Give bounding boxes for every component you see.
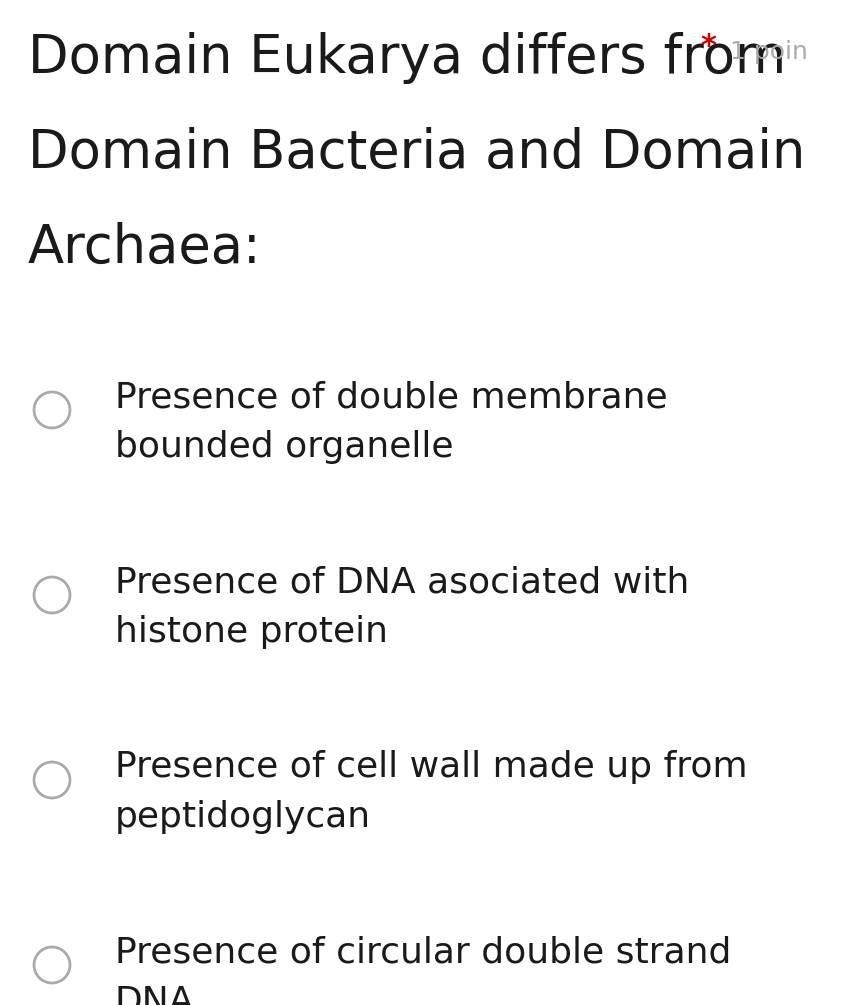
Text: Archaea:: Archaea: bbox=[28, 222, 261, 274]
Text: Presence of double membrane: Presence of double membrane bbox=[115, 380, 667, 414]
Text: histone protein: histone protein bbox=[115, 615, 388, 649]
Text: bounded organelle: bounded organelle bbox=[115, 430, 453, 464]
Text: Presence of cell wall made up from: Presence of cell wall made up from bbox=[115, 750, 748, 784]
Text: DNA: DNA bbox=[115, 985, 195, 1005]
Text: *: * bbox=[700, 32, 716, 61]
Text: Presence of circular double strand: Presence of circular double strand bbox=[115, 935, 732, 969]
Text: peptidoglycan: peptidoglycan bbox=[115, 800, 371, 834]
Text: Presence of DNA asociated with: Presence of DNA asociated with bbox=[115, 565, 689, 599]
Text: Domain Eukarya differs from: Domain Eukarya differs from bbox=[28, 32, 786, 84]
Text: Domain Bacteria and Domain: Domain Bacteria and Domain bbox=[28, 127, 805, 179]
Text: 1 poin: 1 poin bbox=[730, 40, 808, 64]
